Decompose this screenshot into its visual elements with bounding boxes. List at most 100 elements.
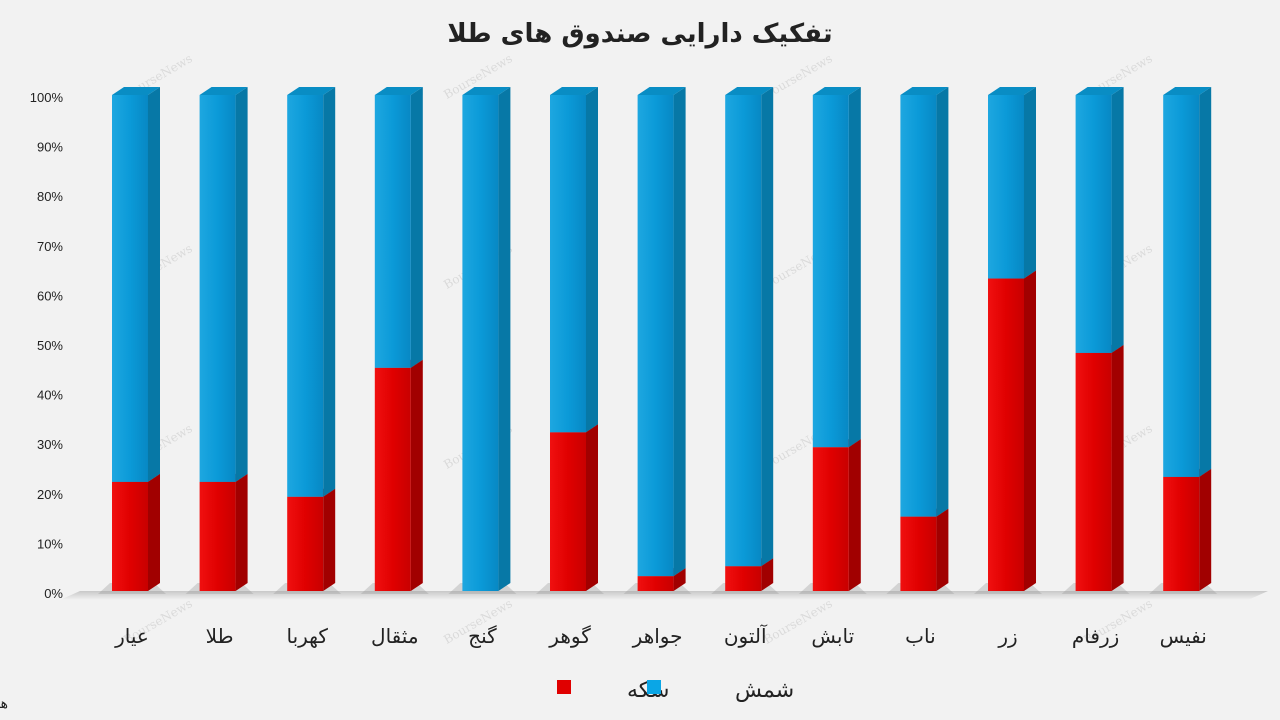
bar-group — [798, 87, 867, 594]
bar-segment-coin — [112, 481, 148, 591]
y-tick-label: 100% — [30, 90, 64, 105]
y-tick-label: 90% — [37, 140, 63, 155]
bar-segment-bullion — [988, 95, 1024, 279]
bar-group — [623, 87, 692, 594]
x-tick-label: گوهر — [548, 624, 591, 648]
bar-segment-coin-side — [410, 359, 423, 591]
y-tick-label: 30% — [37, 437, 63, 452]
bar-segment-bullion — [1075, 95, 1112, 353]
y-tick-label: 10% — [37, 536, 63, 551]
bar-segment-bullion-side — [586, 87, 598, 433]
bar-segment-coin-side — [586, 424, 598, 591]
bar-segment-bullion-side — [1111, 87, 1124, 353]
bar-segment-bullion-side — [936, 87, 949, 517]
bar-segment-bullion — [112, 95, 148, 482]
bar-segment-bullion-top — [988, 87, 1036, 95]
bar-segment-coin-side — [1024, 270, 1036, 591]
bar-segment-coin — [900, 516, 937, 591]
x-tick-label: زرفام — [1072, 624, 1119, 648]
bar-segment-coin — [725, 566, 762, 591]
bar-segment-bullion-top — [900, 87, 949, 95]
bar-segment-bullion-top — [637, 87, 686, 95]
author-credit: هادی بهرامی — [0, 696, 8, 712]
bar-segment-bullion — [550, 95, 586, 433]
bar-segment-bullion-top — [287, 87, 336, 95]
legend-item-bullion: شمش — [647, 678, 794, 703]
bar-group — [1149, 87, 1218, 594]
bar-segment-coin-side — [761, 558, 774, 591]
bar-segment-bullion — [287, 95, 324, 497]
bar-group — [536, 87, 604, 594]
y-tick-label: 70% — [37, 239, 63, 254]
bar-group — [98, 87, 166, 594]
bar-segment-bullion-top — [462, 87, 511, 95]
legend-swatch — [647, 680, 661, 694]
x-tick-label: آلتون — [724, 623, 768, 648]
bar-segment-coin-side — [323, 488, 336, 591]
bar-segment-bullion-top — [812, 87, 861, 95]
chart-floor — [60, 591, 1268, 600]
bar-segment-coin-side — [1111, 344, 1124, 591]
bar-segment-bullion-side — [148, 87, 160, 482]
x-tick-label: کهربا — [286, 624, 328, 648]
y-tick-label: 0% — [44, 586, 63, 601]
bars-layer — [98, 87, 1218, 594]
x-tick-label: مثقال — [371, 624, 419, 648]
bar-group — [711, 87, 780, 594]
y-tick-label: 80% — [37, 189, 63, 204]
y-axis: 0% 10% 20% 30% 40% 50% 60% 70% 80% 90% 100% — [30, 90, 64, 601]
bar-segment-bullion-side — [410, 87, 423, 368]
bar-group — [448, 87, 517, 594]
bar-segment-bullion — [812, 95, 849, 448]
bar-segment-coin-side — [148, 473, 160, 591]
x-tick-label: تابش — [811, 624, 854, 648]
legend: سکهشمش — [557, 678, 794, 703]
bar-segment-bullion-top — [199, 87, 248, 95]
bar-segment-coin-side — [673, 568, 686, 591]
bar-segment-bullion-top — [374, 87, 423, 95]
bar-group — [1061, 87, 1130, 594]
bar-segment-bullion-side — [323, 87, 336, 497]
bar-segment-bullion-top — [1163, 87, 1212, 95]
bar-segment-bullion-top — [725, 87, 774, 95]
bar-segment-coin — [1163, 476, 1200, 591]
bar-segment-bullion-side — [673, 87, 686, 577]
bar-group — [974, 87, 1042, 594]
bar-segment-coin-side — [235, 473, 248, 591]
bar-segment-bullion — [725, 95, 762, 567]
bar-segment-bullion-side — [235, 87, 248, 482]
bar-segment-bullion — [637, 95, 674, 577]
bar-segment-coin-side — [1199, 468, 1212, 591]
bar-segment-bullion-side — [761, 87, 774, 567]
legend-swatch — [557, 680, 571, 694]
bar-segment-coin — [199, 481, 236, 591]
bar-group — [886, 87, 955, 594]
x-tick-label: نفیس — [1160, 624, 1207, 648]
bar-segment-coin — [550, 432, 586, 591]
bar-segment-coin-side — [936, 508, 949, 591]
bar-segment-bullion-top — [1075, 87, 1124, 95]
x-tick-label: جواهر — [632, 624, 683, 648]
y-tick-label: 60% — [37, 288, 63, 303]
x-tick-label: عیار — [114, 624, 149, 648]
x-tick-label: گنج — [468, 624, 497, 648]
bar-segment-coin — [287, 496, 324, 591]
bar-segment-coin-side — [848, 439, 861, 591]
bar-group — [185, 87, 254, 594]
legend-label: شمش — [735, 678, 794, 703]
chart-title: تفکیک دارایی صندوق های طلا — [447, 19, 832, 49]
bar-segment-bullion-side — [1199, 87, 1212, 477]
bar-segment-bullion — [462, 95, 499, 591]
y-tick-label: 50% — [37, 338, 63, 353]
y-tick-label: 40% — [37, 388, 63, 403]
x-axis: عیار طلا کهربا مثقال گنج گوهر جواهر آلتون تابش نا… — [114, 623, 1207, 648]
bar-segment-bullion — [199, 95, 236, 482]
x-tick-label: طلا — [206, 624, 234, 648]
x-tick-label: زر — [997, 624, 1017, 648]
bar-group — [360, 87, 429, 594]
bar-segment-coin — [1075, 352, 1112, 591]
bar-segment-bullion — [900, 95, 937, 517]
bar-group — [273, 87, 342, 594]
